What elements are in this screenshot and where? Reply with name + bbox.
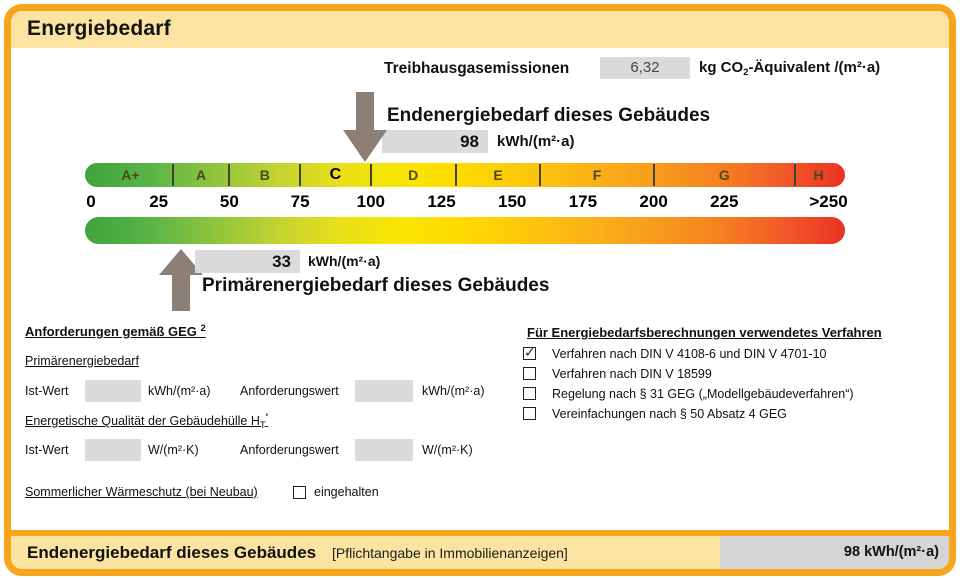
primary-energy-title: Primärenergiebedarf dieses Gebäudes (202, 275, 550, 296)
scale-class-h: H (813, 167, 824, 183)
method-row-2: Regelung nach § 31 GEG („Modellgebäudeve… (523, 385, 935, 405)
primary-requirement-row: Ist-Wert kWh/(m²·a) Anforderungswert kWh… (11, 380, 485, 403)
scale-tick-gt250: >250 (809, 192, 848, 211)
summer-heat-protection-checkbox[interactable] (293, 486, 306, 499)
scale-tick-175: 175 (568, 192, 598, 211)
ist-wert-field[interactable] (85, 380, 141, 402)
emissions-label: Treibhausgasemissionen (384, 60, 570, 77)
scale-separator (539, 164, 542, 186)
scale-separator (369, 164, 372, 186)
ist-wert-label: Ist-Wert (25, 443, 69, 457)
emissions-unit: kg CO2-Äquivalent /(m²·a) (699, 59, 881, 78)
primary-requirement-heading: Primärenergiebedarf (25, 354, 139, 368)
footer-bar: Endenergiebedarf dieses Gebäudes [Pflich… (11, 530, 949, 569)
primary-energy-unit: kWh/(m²·a) (308, 253, 381, 269)
methods-list: ✓ Verfahren nach DIN V 4108-6 und DIN V 4… (523, 344, 935, 425)
scale-class-f: F (592, 167, 602, 183)
check-mark-icon: ✓ (524, 344, 536, 360)
scale-separator (794, 164, 796, 186)
method-label-2: Regelung nach § 31 GEG („Modellgebäudeve… (552, 387, 854, 401)
anforderungswert-unit: kWh/(m²·a) (422, 384, 485, 398)
ht-subscript: T (259, 420, 266, 431)
end-energy-title: Endenergiebedarf dieses Gebäudes (387, 105, 711, 126)
summer-heat-protection-label: eingehalten (314, 485, 379, 499)
anforderungswert-label: Anforderungswert (240, 443, 339, 457)
method-label-1: Verfahren nach DIN V 18599 (552, 367, 712, 381)
requirements-heading: Anforderungen gemäß GEG 2 (25, 323, 206, 339)
scale-tick-200: 200 (639, 192, 668, 211)
methods-heading: Für Energiebedarfsberechnungen verwendet… (527, 325, 882, 340)
anforderungswert-unit: W/(m²·K) (422, 443, 473, 457)
energy-class-band-bar: A+ A B C D E F G H (85, 163, 845, 187)
co2-subscript: 2 (743, 67, 749, 78)
summer-heat-protection-heading: Sommerlicher Wärmeschutz (bei Neubau) (25, 485, 258, 499)
ist-wert-unit: W/(m²·K) (148, 443, 199, 457)
ist-wert-field[interactable] (85, 439, 141, 461)
emissions-value: 6,32 (630, 59, 660, 76)
footer-value: 98 kWh/(m²·a) (843, 544, 939, 560)
scale-separator (228, 164, 231, 186)
scale-class-e: E (493, 167, 503, 183)
method-checkbox-0-checked[interactable]: ✓ (523, 344, 536, 360)
footer-title: Endenergiebedarf dieses Gebäudes (27, 543, 317, 562)
scale-class-a: A (196, 167, 207, 183)
ist-wert-label: Ist-Wert (25, 384, 69, 398)
method-checkbox-1[interactable] (523, 367, 536, 380)
scale-tick-75: 75 (290, 192, 310, 211)
end-energy-arrow-icon (343, 92, 388, 162)
ist-wert-unit: kWh/(m²·a) (148, 384, 211, 398)
method-row-0: ✓ Verfahren nach DIN V 4108-6 und DIN V 4… (523, 344, 935, 365)
scale-tick-225: 225 (710, 192, 739, 211)
scale-tick-100: 100 (356, 192, 385, 211)
scale-class-a+: A+ (121, 167, 140, 183)
geg-footnote-sup: 2 (200, 323, 206, 334)
method-row-3: Vereinfachungen nach § 50 Absatz 4 GEG (523, 405, 935, 425)
emissions-value-field[interactable]: 6,32 (600, 57, 690, 79)
page-title: Energiebedarf (27, 17, 171, 40)
ht-prime: ' (265, 412, 268, 423)
primary-energy-arrow-icon (159, 249, 204, 311)
scale-tick-0: 0 (86, 192, 96, 211)
scale-tick-50: 50 (219, 192, 239, 211)
anforderungswert-field[interactable] (355, 439, 413, 461)
primary-energy-value-field[interactable]: 33 (195, 250, 300, 273)
end-energy-value-field[interactable]: 98 (382, 130, 488, 153)
end-energy-unit: kWh/(m²·a) (497, 133, 575, 150)
energy-scale: A+ A B C D E F G H 0 25 50 75 100 125 150 175 200 225 >250 (85, 163, 848, 266)
method-checkbox-2[interactable] (523, 387, 536, 400)
certificate-frame: Energiebedarf Treibhausgasemissionen 6,3… (4, 4, 956, 576)
section-header: Energiebedarf (11, 11, 949, 48)
scale-class-g: G (718, 167, 730, 183)
scale-class-b: B (259, 167, 270, 183)
envelope-requirement-row: Ist-Wert W/(m²·K) Anforderungswert W/(m²… (11, 439, 479, 462)
footer-note: [Pflichtangabe in Immobilienanzeigen] (332, 545, 568, 561)
scale-separator (299, 164, 302, 186)
scale-class-c: C (329, 166, 342, 183)
scale-separator (652, 164, 655, 186)
end-energy-value: 98 (460, 132, 479, 151)
envelope-quality-heading: Energetische Qualität der Gebäudehülle H… (25, 412, 268, 431)
method-row-1: Verfahren nach DIN V 18599 (523, 365, 935, 385)
energy-gradient-bar (85, 217, 845, 244)
method-label-3: Vereinfachungen nach § 50 Absatz 4 GEG (552, 407, 787, 421)
method-checkbox-3[interactable] (523, 407, 536, 420)
scale-separator (171, 164, 174, 186)
method-label-0: Verfahren nach DIN V 4108-6 und DIN V 47… (552, 347, 827, 361)
scale-tick-125: 125 (427, 192, 456, 211)
scale-tick-25: 25 (149, 192, 169, 211)
scale-class-d: D (408, 167, 419, 183)
anforderungswert-field[interactable] (355, 380, 413, 402)
footer-value-field: 98 kWh/(m²·a) (720, 536, 949, 569)
scale-tick-150: 150 (498, 192, 527, 211)
scale-separator (454, 164, 457, 186)
anforderungswert-label: Anforderungswert (240, 384, 339, 398)
primary-energy-value: 33 (272, 252, 291, 271)
